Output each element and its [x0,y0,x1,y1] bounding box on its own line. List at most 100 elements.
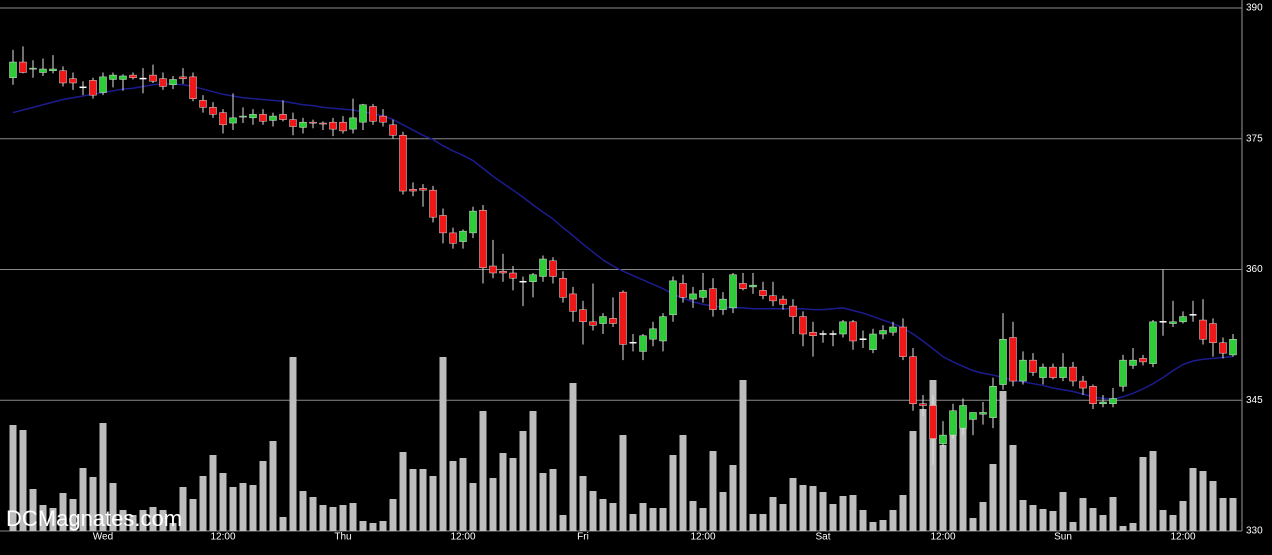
volume-bar [819,492,827,531]
candle-body [49,68,57,72]
volume-bar [309,497,317,531]
volume-bar [899,495,907,531]
moving-average [12,83,1234,401]
candle-body [899,326,907,357]
candle-body [569,293,577,312]
candle-body [1029,359,1037,373]
candle-body [599,316,607,324]
x-tick-label: Fri [577,532,589,543]
candle-body [959,405,967,429]
candle-body [349,117,357,130]
volume-bar [489,478,497,531]
candle-body [839,321,847,335]
candle-body [9,61,17,78]
x-tick-label: 12:00 [210,532,235,543]
y-tick-label: 330 [1246,526,1263,537]
candle-body [169,79,177,85]
volume-bar [1079,498,1087,531]
candle-body [329,121,337,130]
volume-bar [1139,457,1147,531]
volume-bar [1019,500,1027,531]
candle-body [659,316,667,342]
volume-bar [829,504,837,531]
volume-bar [509,458,517,531]
volume-bar [879,520,887,531]
volume-bar [129,515,137,531]
volume-bar [859,510,867,531]
volume-bar [1049,511,1057,531]
candle-body [929,405,937,439]
volume-bar [349,503,357,531]
volume-bar [619,435,627,531]
volume-bar [389,499,397,531]
volume-bar [1209,481,1217,531]
candle-body [1209,323,1217,343]
candle-body [649,328,657,340]
watermark: DCMagnates.com [6,506,182,531]
volume-bar [369,523,377,531]
candle-body [309,121,317,124]
candle-body [669,280,677,316]
volume-bar [939,445,947,531]
volume-bar [459,458,467,531]
volume-bar [609,503,617,531]
candle-body [739,283,747,289]
candle-body [609,318,617,324]
candle-body [39,68,47,73]
candle-body [229,117,237,124]
volume-bar [599,499,607,531]
volume-bar [959,410,967,531]
volume-bar [539,473,547,531]
volume-bar [419,469,427,531]
candle-body [969,412,977,420]
volume-bar [9,425,17,531]
candle-body [359,104,367,123]
volume-bar [789,478,797,531]
volume-bar [109,483,117,531]
x-tick-label: Sat [815,532,830,543]
volume-bar [209,455,217,531]
candle-body [989,386,997,418]
volume-bar [89,477,97,531]
candle-body [379,115,387,123]
candle-body [279,114,287,120]
volume-bar [1099,515,1107,531]
volume-bar [1009,445,1017,531]
candle-body [1219,342,1227,354]
candle-body [779,298,787,305]
candle-body [449,232,457,244]
candle-body [909,356,917,404]
volume-bar [1179,501,1187,531]
candle-body [119,75,127,80]
x-tick-label: Sun [1054,532,1072,543]
volume-bar [749,514,757,531]
volume-bar [59,493,67,531]
volume-bar [1229,498,1237,531]
candle-body [729,274,737,309]
volume-bar [579,476,587,531]
volume-bar [179,487,187,531]
volume-bar [79,468,87,531]
candle-body [29,67,37,70]
volume-bar [439,357,447,531]
volume-bar [189,499,197,531]
candle-body [1139,358,1147,363]
candle-body [889,326,897,333]
volume-bar [719,492,727,531]
candle-body [769,295,777,302]
volume-bar [949,412,957,531]
candle-body [99,76,107,93]
candle-body [409,189,417,192]
candle-body [1119,359,1127,387]
candle-body [1109,398,1117,404]
volume-bar [379,521,387,531]
candle-body [639,335,647,352]
volume-bar [1219,498,1227,531]
candle-body [939,434,947,445]
volume-bar [99,423,107,531]
candle-body [459,230,467,242]
volume-bar [759,514,767,531]
volume-bar [169,523,177,531]
y-tick-label: 390 [1246,3,1263,14]
